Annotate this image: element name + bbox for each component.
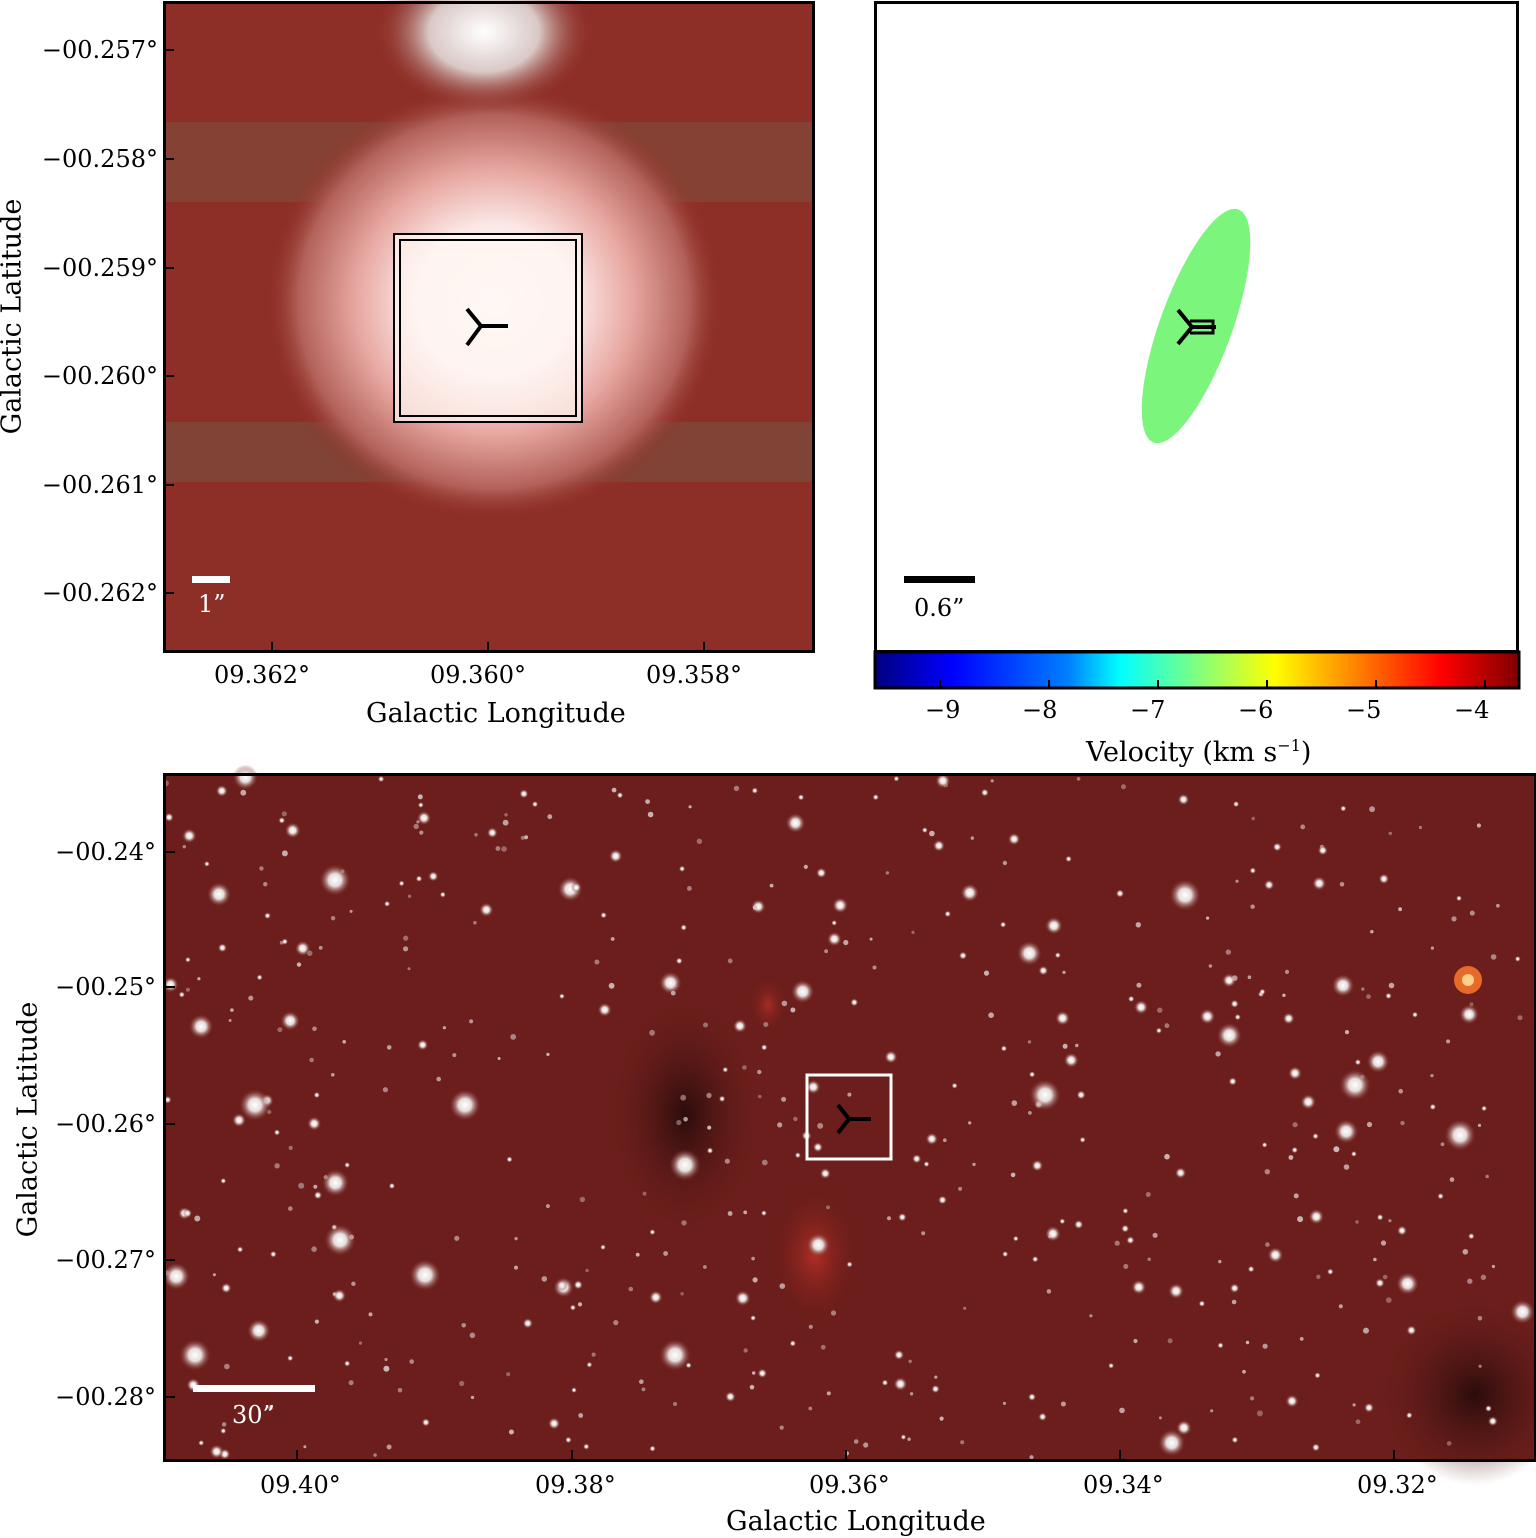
wide-ytick: −00.25° <box>55 973 156 1001</box>
zoom-ytick: −00.259° <box>41 254 158 282</box>
zoom-ytick: −00.262° <box>41 579 158 607</box>
colorbar-tick: −9 <box>925 696 961 724</box>
velocity-scalebar <box>904 576 975 583</box>
wide-ylabel: Galactic Latitude <box>12 1001 44 1238</box>
colorbar-tick: −6 <box>1238 696 1274 724</box>
zoom-ytick: −00.260° <box>41 362 158 390</box>
wide-panel: 30” −00.24° −00.25° −00.26° −00.27° −00.… <box>0 760 1536 1538</box>
velocity-scalebar-label: 0.6” <box>914 594 965 622</box>
zoom-scalebar <box>192 576 230 583</box>
zoom-image <box>164 0 814 652</box>
zoom-region-box <box>805 1073 893 1161</box>
source-marker-icon <box>836 1103 871 1135</box>
wide-ytick: −00.28° <box>55 1383 156 1411</box>
wide-xtick: 09.32° <box>1357 1471 1438 1499</box>
wide-xtick: 09.34° <box>1083 1471 1164 1499</box>
zoom-xlabel: Galactic Longitude <box>366 698 626 729</box>
zoom-scalebar-label: 1” <box>198 590 226 618</box>
zoom-xtick: 09.362° <box>214 661 310 689</box>
wide-xtick: 09.38° <box>535 1471 616 1499</box>
wide-frame <box>163 773 1536 1462</box>
zoom-ytick: −00.261° <box>41 471 158 499</box>
wide-ticks <box>165 851 1395 1460</box>
wide-ytick: −00.24° <box>55 838 156 866</box>
wide-ytick: −00.27° <box>55 1246 156 1274</box>
zoom-panel: 1” −00.257° −00.258° −00.259° −00.260° −… <box>0 0 840 740</box>
source-marker-icon <box>1176 308 1216 346</box>
zoom-frame <box>163 1 815 653</box>
colorbar <box>873 650 1521 690</box>
zoom-ytick: −00.258° <box>41 145 158 173</box>
star-field <box>162 764 1535 1460</box>
wide-xtick: 09.36° <box>809 1471 890 1499</box>
velocity-panel: 0.6” −9 −8 −7 −6 −5 −4 Velocit <box>873 1 1521 768</box>
colorbar-tick: −5 <box>1346 696 1382 724</box>
wide-xlabel: Galactic Longitude <box>726 1506 986 1537</box>
colorbar-label-close: ) <box>1300 737 1312 768</box>
colorbar-tick: −7 <box>1130 696 1166 724</box>
zoom-xtick: 09.360° <box>430 661 526 689</box>
zoom-ticks <box>165 49 705 651</box>
wide-scalebar <box>193 1385 315 1392</box>
colorbar-tick: −8 <box>1022 696 1058 724</box>
zoom-xtick: 09.358° <box>646 661 742 689</box>
wide-ytick: −00.26° <box>55 1110 156 1138</box>
wide-scalebar-label: 30” <box>232 1401 275 1429</box>
wide-xtick: 09.40° <box>260 1471 341 1499</box>
velocity-plot <box>904 208 1251 583</box>
colorbar-tick: −4 <box>1454 696 1490 724</box>
colorbar-label-unit: −1 <box>1277 736 1301 755</box>
colorbar-label-text: Velocity (km s <box>1086 737 1278 768</box>
colorbar-label: Velocity (km s−1) <box>1086 736 1312 768</box>
zoom-ytick: −00.257° <box>41 36 158 64</box>
source-marker-icon <box>465 307 508 347</box>
wide-image <box>162 764 1536 1485</box>
